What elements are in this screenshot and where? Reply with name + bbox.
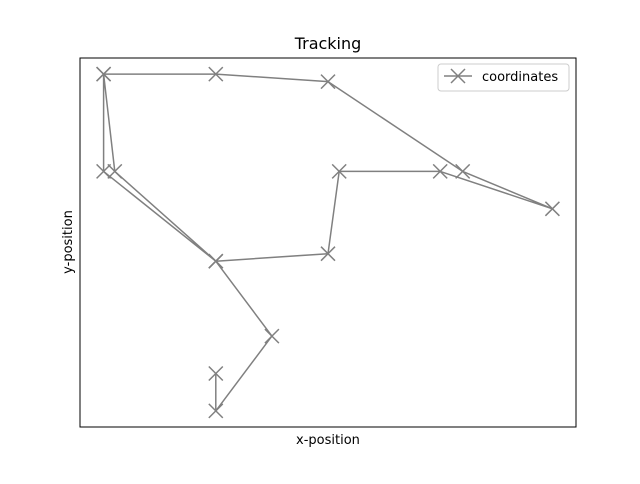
chart-title: Tracking <box>294 34 362 53</box>
legend: coordinates <box>438 64 569 91</box>
plot-area-background <box>80 58 576 427</box>
legend-label-coordinates: coordinates <box>482 70 558 85</box>
y-axis-label: y-position <box>61 210 76 274</box>
x-axis-label: x-position <box>296 433 360 448</box>
